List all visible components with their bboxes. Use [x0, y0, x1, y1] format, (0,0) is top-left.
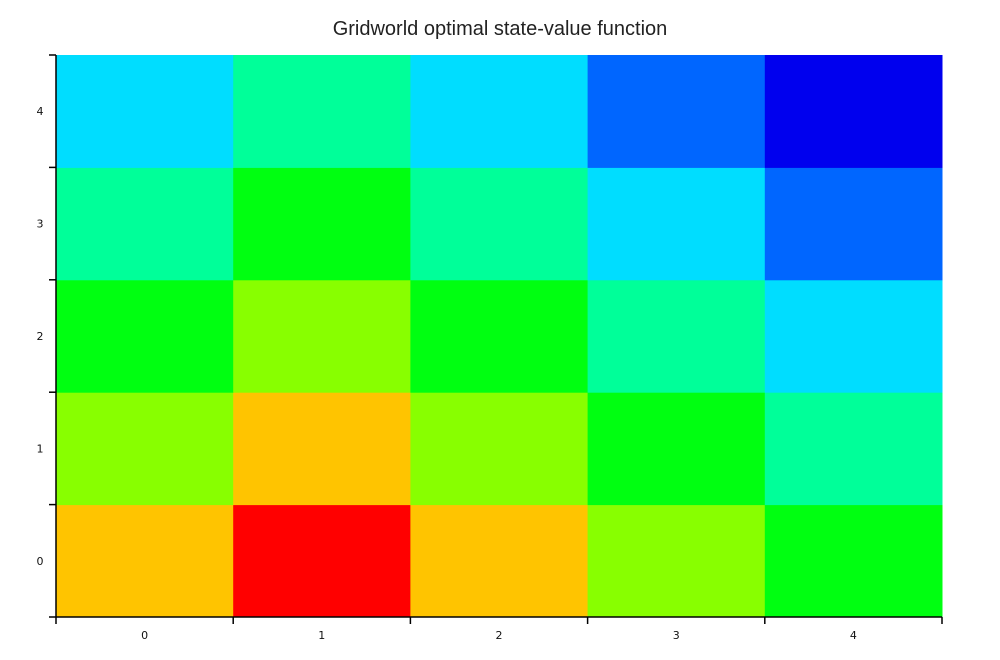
- heatmap-cell-x0-y2: [56, 279, 234, 393]
- heatmap-cell-x2-y2: [410, 279, 589, 393]
- heatmap-cell-x3-y0: [587, 504, 766, 618]
- heatmap-cell-x1-y4: [233, 55, 411, 168]
- heatmap-cell-x2-y0: [410, 504, 589, 618]
- heatmap-cell-x3-y4: [587, 55, 766, 168]
- heatmap-cell-x0-y1: [56, 392, 234, 506]
- x-tick-label: 2: [496, 629, 503, 642]
- heatmap-cell-x4-y0: [764, 504, 943, 618]
- heatmap-cell-x0-y3: [56, 167, 234, 281]
- heatmap-cell-x1-y2: [233, 279, 411, 393]
- x-tick-label: 4: [850, 629, 857, 642]
- heatmap-cell-x4-y4: [764, 55, 943, 168]
- heatmap-cell-x2-y3: [410, 167, 589, 281]
- heatmap-cell-x1-y3: [233, 167, 411, 281]
- heatmap-cell-x1-y1: [233, 392, 411, 506]
- y-axis-ticks: 0 1 2 3 4: [37, 54, 56, 618]
- y-tick-label: 0: [37, 555, 44, 568]
- heatmap-cell-x0-y0: [56, 504, 234, 618]
- axes: [55, 55, 942, 618]
- heatmap-cells: [56, 55, 943, 618]
- y-tick-label: 4: [37, 105, 44, 118]
- heatmap-cell-x3-y1: [587, 392, 766, 506]
- heatmap-cell-x3-y3: [587, 167, 766, 281]
- chart-title: Gridworld optimal state-value function: [332, 18, 668, 40]
- y-tick-label: 3: [37, 218, 44, 231]
- heatmap-cell-x4-y1: [764, 392, 943, 506]
- x-tick-label: 0: [141, 629, 148, 642]
- heatmap-cell-x4-y3: [764, 167, 943, 281]
- heatmap-cell-x3-y2: [587, 279, 766, 393]
- heatmap-cell-x2-y4: [410, 55, 589, 168]
- x-tick-label: 3: [673, 629, 680, 642]
- heatmap-cell-x0-y4: [56, 55, 234, 168]
- y-tick-label: 2: [37, 330, 44, 343]
- heatmap-cell-x1-y0: [233, 504, 411, 618]
- heatmap-cell-x4-y2: [764, 279, 943, 393]
- y-tick-label: 1: [37, 442, 44, 455]
- x-tick-label: 1: [318, 629, 325, 642]
- x-axis-ticks: 0 1 2 3 4: [55, 617, 943, 642]
- heatmap-cell-x2-y1: [410, 392, 589, 506]
